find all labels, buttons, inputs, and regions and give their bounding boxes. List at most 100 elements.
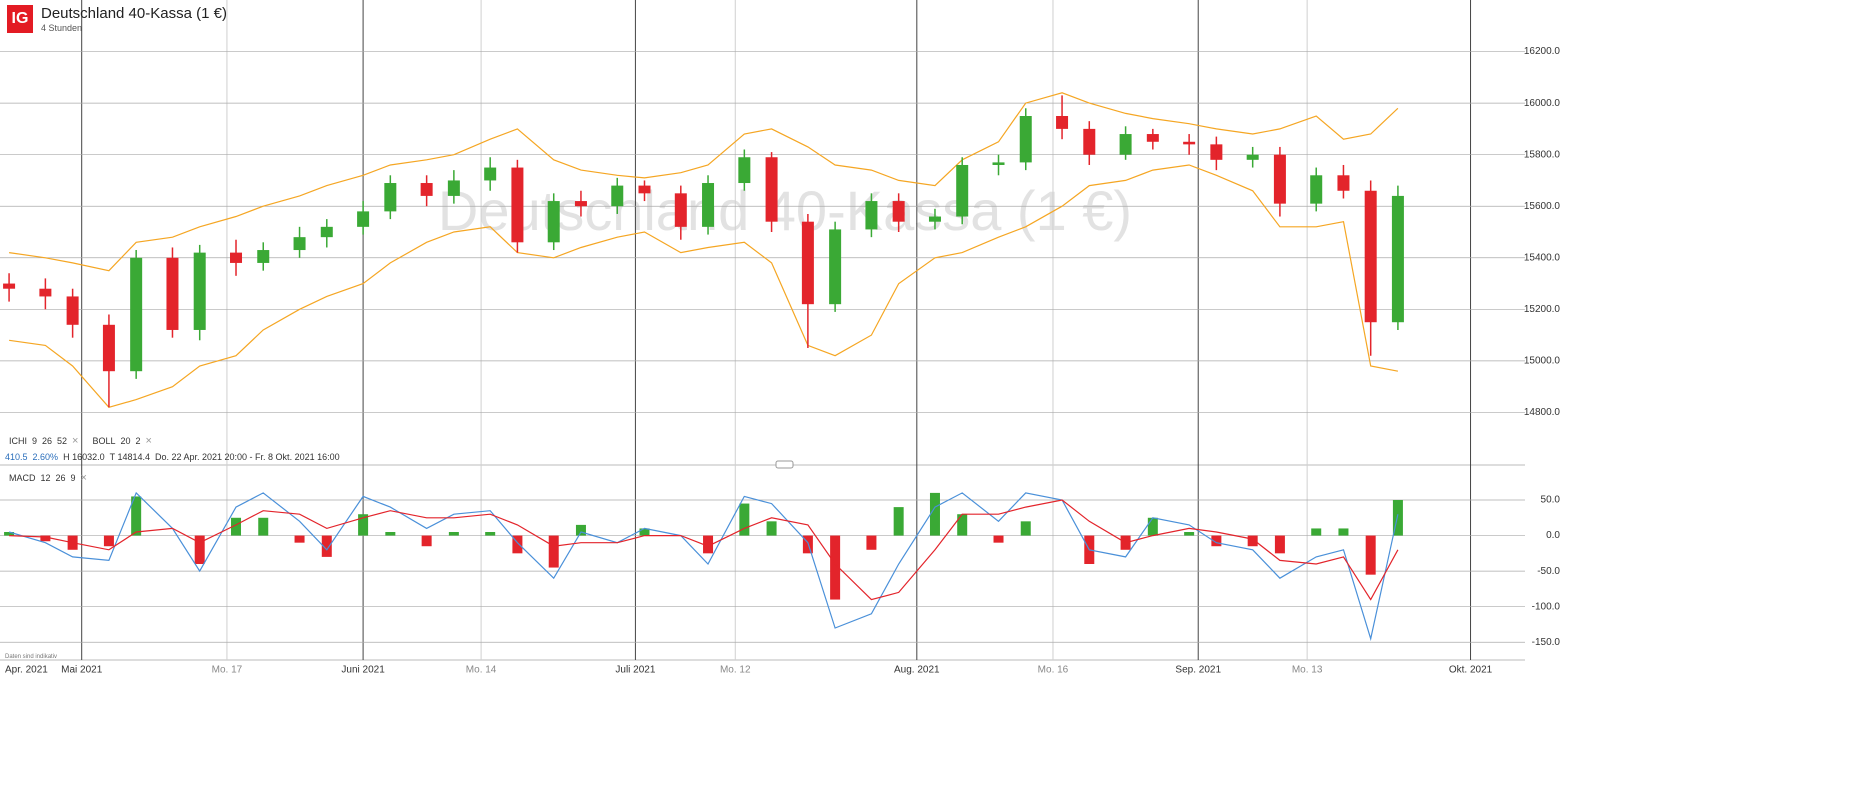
candle-body: [230, 252, 243, 263]
header: IG Deutschland 40-Kassa (1 €) 4 Stunden: [7, 5, 227, 33]
x-tick-label: Mo. 14: [466, 665, 497, 676]
watermark: Deutschland 40-Kassa (1 €): [438, 179, 1132, 242]
remove-indicator[interactable]: ×: [145, 435, 152, 447]
candle-body: [1337, 175, 1350, 191]
histogram-bar: [1274, 535, 1285, 554]
change: 410.5: [5, 452, 28, 462]
candle-body: [1119, 134, 1132, 155]
x-tick-label: Apr. 2021: [5, 665, 48, 676]
candle-body: [674, 193, 687, 227]
indicator-param: 20: [120, 436, 131, 446]
candle-body: [102, 324, 115, 372]
histogram-bar: [4, 532, 15, 536]
histogram-bar: [766, 521, 777, 536]
x-tick-label: Mai 2021: [61, 665, 103, 676]
histogram-bar: [929, 492, 940, 536]
y-tick-label: 15200.0: [1524, 304, 1561, 315]
bollinger-lower: [9, 164, 1399, 408]
candle-body: [611, 185, 624, 207]
candle-body: [384, 183, 397, 212]
y-tick-label: 0.0: [1546, 530, 1560, 541]
candle-body: [1391, 195, 1404, 323]
histogram-bar: [1020, 521, 1031, 536]
candle-body: [1083, 128, 1096, 155]
candle-body: [638, 185, 651, 194]
candle-body: [574, 201, 587, 207]
histogram-bar: [1392, 500, 1403, 536]
candle-body: [1273, 154, 1286, 204]
candle-body: [166, 257, 179, 330]
candle-body: [420, 183, 433, 196]
indicator-name: ICHI: [9, 436, 27, 446]
indicator-param: 26: [42, 436, 53, 446]
y-tick-label: 15000.0: [1524, 356, 1561, 367]
candle-body: [992, 162, 1005, 165]
resize-handle[interactable]: [775, 460, 794, 469]
histogram-bar: [103, 535, 114, 547]
y-tick-label: 14800.0: [1524, 407, 1561, 418]
histogram-bar: [231, 517, 242, 536]
histogram-bar: [1247, 535, 1258, 547]
histogram-bar: [1311, 528, 1322, 536]
histogram-bar: [131, 496, 142, 536]
histogram-bar: [830, 535, 841, 600]
x-tick-label: Juni 2021: [341, 665, 385, 676]
stats-bar: 410.5 2.60% H 16032.0 T 14814.4 Do. 22 A…: [5, 452, 345, 462]
footer-note: Daten sind indikativ: [5, 654, 58, 660]
histogram-bar: [739, 503, 750, 536]
logo: IG: [7, 5, 33, 33]
range: Do. 22 Apr. 2021 20:00 - Fr. 8 Okt. 2021…: [154, 452, 340, 462]
histogram-bar: [485, 532, 496, 536]
candle-body: [39, 288, 52, 297]
candle-body: [1019, 116, 1032, 163]
x-tick-label: Mo. 12: [720, 665, 751, 676]
candle-body: [511, 167, 524, 243]
candle-body: [320, 226, 333, 238]
candle-body: [738, 157, 751, 184]
histogram-bar: [893, 507, 904, 536]
candle-body: [257, 250, 270, 263]
y-tick-label: -150.0: [1532, 637, 1561, 648]
histogram-bar: [1147, 517, 1158, 536]
candle-body: [928, 216, 941, 222]
histogram-bar: [957, 514, 968, 536]
candle-body: [1364, 190, 1377, 323]
macd-line: [8, 491, 1399, 642]
candle-body: [765, 157, 778, 222]
candle-body: [865, 201, 878, 230]
x-tick-label: Aug. 2021: [894, 665, 940, 676]
y-tick-label: 15600.0: [1524, 201, 1561, 212]
change-pct: 2.60%: [32, 452, 59, 462]
histogram-bar: [421, 535, 432, 547]
remove-indicator[interactable]: ×: [80, 472, 87, 484]
candle-body: [293, 237, 306, 251]
x-tick-label: Mo. 17: [212, 665, 243, 676]
macd-label: MACD 12 26 9 ×: [9, 472, 101, 484]
y-tick-label: 15800.0: [1524, 149, 1561, 160]
histogram-bar: [1211, 535, 1222, 547]
histogram-bar: [321, 535, 332, 557]
candle-body: [801, 221, 814, 305]
histogram-bar: [1184, 532, 1195, 536]
x-tick-label: Juli 2021: [615, 665, 655, 676]
bollinger-upper: [9, 92, 1399, 272]
indicator-param: 12: [40, 473, 51, 483]
histogram-bar: [385, 532, 396, 536]
candle-body: [193, 252, 206, 330]
y-tick-label: 16200.0: [1524, 46, 1561, 57]
indicator-bar: ICHI 9 26 52 × BOLL 20 2 ×: [9, 435, 166, 447]
indicator-param: 2: [135, 436, 141, 446]
histogram-bar: [639, 528, 650, 536]
candle-body: [1183, 141, 1196, 145]
candle-body: [1146, 134, 1159, 142]
histogram-bar: [358, 514, 369, 536]
remove-indicator[interactable]: ×: [72, 435, 79, 447]
candle-body: [892, 201, 905, 222]
candle-body: [3, 283, 16, 289]
histogram-bar: [258, 517, 269, 536]
candle-body: [547, 201, 560, 243]
low: T 14814.4: [109, 452, 150, 462]
candle-body: [1056, 116, 1069, 129]
y-tick-label: 15400.0: [1524, 252, 1561, 263]
